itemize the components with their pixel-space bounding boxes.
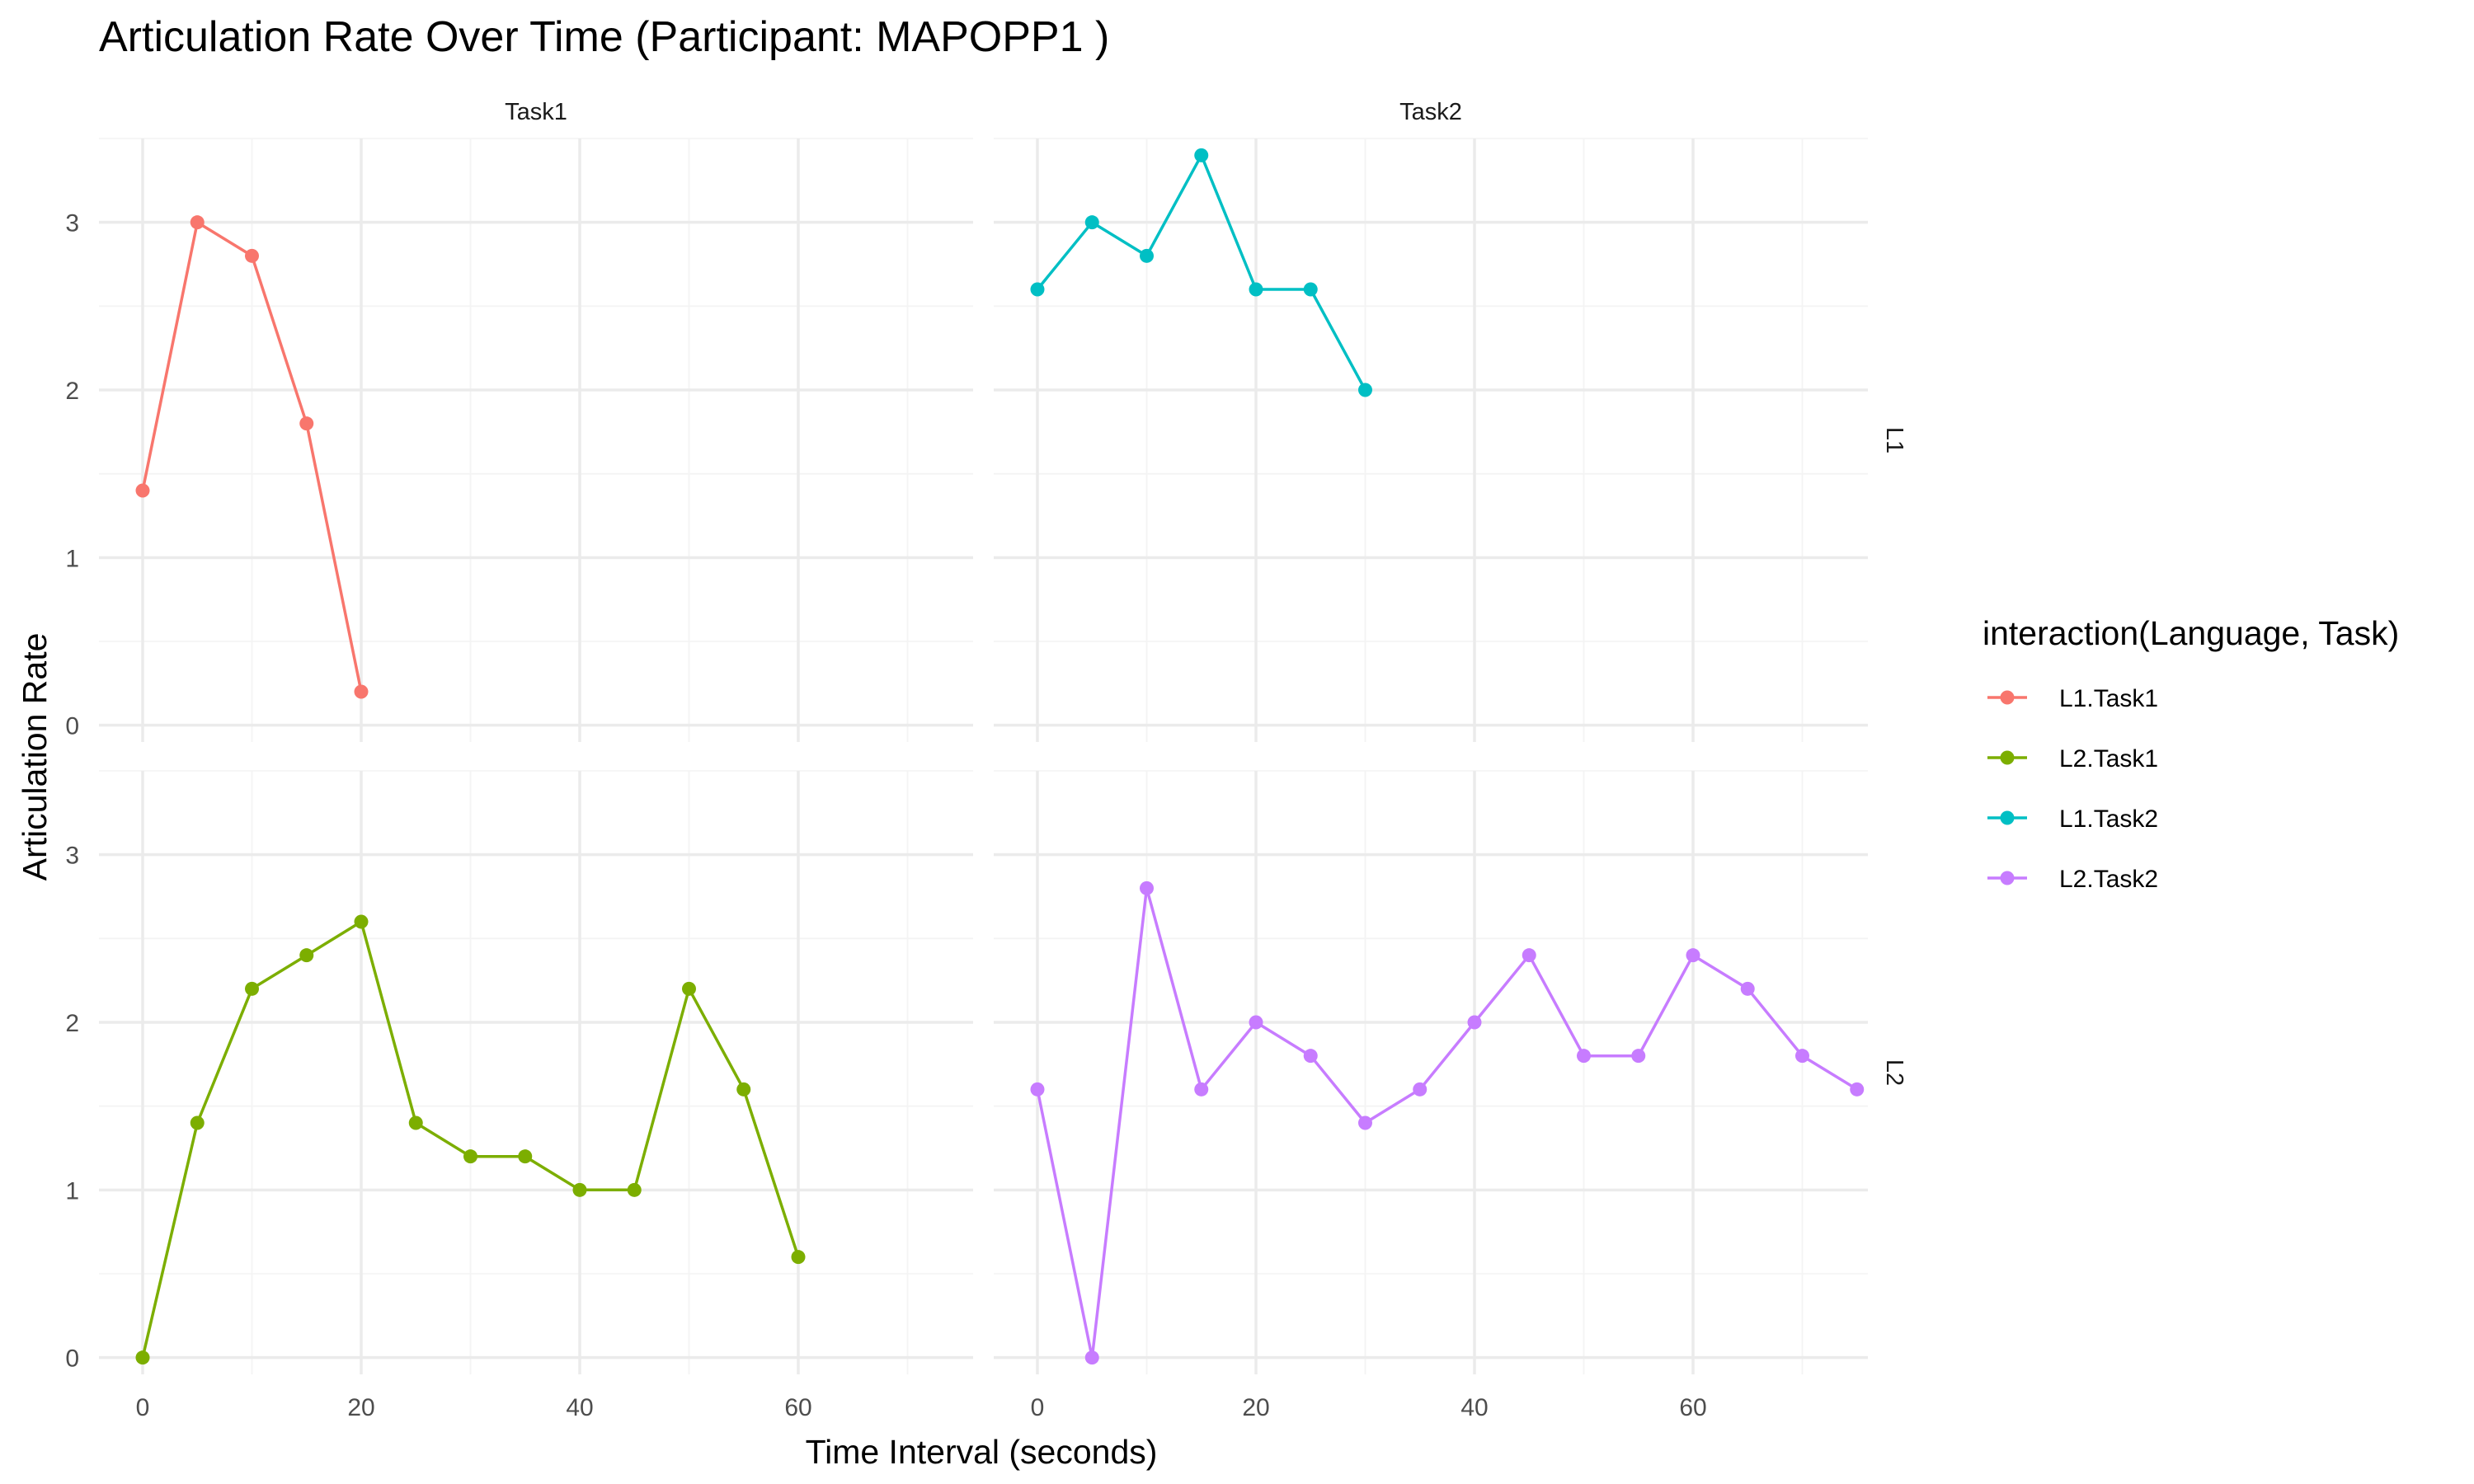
legend-entry-L2.Task2: L2.Task2: [1987, 866, 2158, 893]
x-tick-label: 20: [1242, 1394, 1269, 1421]
legend-key-point: [2000, 690, 2015, 705]
legend-entry-L1.Task1: L1.Task1: [1987, 685, 2158, 712]
data-point-L2.Task1: [791, 1250, 806, 1265]
series-line-L1.Task2: [1036, 153, 1367, 391]
series-L1.Task2: [1030, 148, 1372, 397]
legend-key-point: [2000, 871, 2015, 885]
data-point-L2.Task2: [1740, 981, 1755, 996]
strip-label-Task2: Task2: [1399, 99, 1462, 125]
legend-label: L2.Task2: [2059, 866, 2158, 893]
data-point-L1.Task2: [1303, 282, 1318, 297]
panel-grid-L2-Task1: [99, 770, 973, 1374]
legend-label: L2.Task1: [2059, 745, 2158, 773]
strip-label-Task1: Task1: [505, 99, 567, 125]
data-point-L1.Task2: [1084, 215, 1099, 230]
x-tick-label: 40: [1460, 1394, 1488, 1421]
data-point-L2.Task2: [1795, 1049, 1809, 1064]
data-point-L2.Task2: [1850, 1082, 1865, 1097]
x-tick-label: 0: [1031, 1394, 1045, 1421]
x-tick-label: 40: [566, 1394, 593, 1421]
data-point-L2.Task2: [1084, 1350, 1099, 1365]
data-point-L2.Task2: [1577, 1049, 1591, 1064]
y-tick-label: 0: [65, 1345, 79, 1373]
y-tick-label: 2: [65, 1010, 79, 1037]
series-line-L2.Task2: [1036, 886, 1858, 1360]
data-point-L2.Task2: [1467, 1015, 1482, 1030]
data-point-L2.Task2: [1030, 1082, 1045, 1097]
data-point-L2.Task1: [682, 981, 696, 996]
data-point-L2.Task2: [1631, 1049, 1646, 1064]
y-tick-label: 1: [65, 1177, 79, 1205]
panel-grid-L2-Task2: [994, 770, 1868, 1374]
y-tick-label: 3: [65, 210, 79, 237]
data-point-L2.Task1: [299, 948, 314, 963]
data-point-L1.Task1: [135, 483, 150, 498]
legend: interaction(Language, Task) L1.Task1 L2.T…: [1982, 614, 2399, 893]
series-L2.Task1: [135, 914, 806, 1365]
x-tick-label: 0: [136, 1394, 150, 1421]
x-tick-label: 60: [1679, 1394, 1706, 1421]
chart-title: Articulation Rate Over Time (Participant…: [99, 13, 1109, 61]
data-point-L2.Task1: [190, 1115, 205, 1130]
panel-grid-L1-Task1: [99, 138, 973, 742]
data-point-L1.Task1: [190, 215, 205, 230]
data-point-L1.Task1: [354, 684, 369, 699]
data-point-L2.Task1: [736, 1082, 751, 1097]
x-axis-title: Time Interval (seconds): [806, 1433, 1158, 1471]
data-point-L1.Task2: [1358, 383, 1372, 397]
data-point-L2.Task2: [1140, 881, 1154, 895]
legend-key-point: [2000, 750, 2015, 765]
data-point-L1.Task2: [1249, 282, 1263, 297]
x-tick-label: 20: [347, 1394, 374, 1421]
y-tick-label: 0: [65, 713, 79, 740]
data-point-L2.Task2: [1358, 1115, 1372, 1130]
data-point-L1.Task1: [299, 416, 314, 431]
series-L1.Task1: [135, 215, 369, 699]
data-point-L2.Task1: [408, 1115, 423, 1130]
legend-label: L1.Task2: [2059, 805, 2158, 833]
y-tick-label: 3: [65, 843, 79, 870]
legend-entries: L1.Task1 L2.Task1 L1.Task2 L2.Task2: [1987, 685, 2158, 893]
panel-grid-L1-Task2: [994, 138, 1868, 742]
legend-entry-L2.Task1: L2.Task1: [1987, 745, 2158, 773]
legend-key-point: [2000, 810, 2015, 825]
strip-label-L2: L2: [1881, 1059, 1907, 1086]
data-point-L1.Task2: [1140, 248, 1154, 263]
data-point-L2.Task2: [1686, 948, 1700, 963]
data-point-L2.Task1: [627, 1182, 642, 1197]
data-point-L2.Task2: [1413, 1082, 1427, 1097]
data-point-L2.Task1: [463, 1149, 477, 1164]
data-point-L2.Task1: [354, 914, 369, 929]
data-point-L2.Task1: [245, 981, 259, 996]
data-point-L2.Task2: [1249, 1015, 1263, 1030]
y-tick-label: 1: [65, 545, 79, 572]
legend-entry-L1.Task2: L1.Task2: [1987, 805, 2158, 833]
data-point-L2.Task1: [572, 1182, 587, 1197]
y-tick-label: 2: [65, 378, 79, 405]
data-point-L2.Task1: [518, 1149, 533, 1164]
data-point-L2.Task2: [1303, 1049, 1318, 1064]
data-point-L1.Task2: [1030, 282, 1045, 297]
x-tick-label: 60: [784, 1394, 811, 1421]
strip-label-L1: L1: [1881, 427, 1907, 453]
data-point-L2.Task2: [1194, 1082, 1209, 1097]
facet-panels: Task1 Task2 L1 L2 0 1 2 3 0 1 2 3 0 20 40 60 0 20 40 60: [65, 99, 1907, 1421]
series-L2.Task2: [1030, 881, 1865, 1365]
data-point-L2.Task2: [1522, 948, 1536, 963]
data-point-L1.Task1: [245, 248, 259, 263]
y-axis-title: Articulation Rate: [16, 633, 54, 881]
data-point-L2.Task1: [135, 1350, 150, 1365]
data-point-L1.Task2: [1194, 148, 1209, 162]
legend-label: L1.Task1: [2059, 685, 2158, 712]
legend-title: interaction(Language, Task): [1982, 614, 2399, 652]
